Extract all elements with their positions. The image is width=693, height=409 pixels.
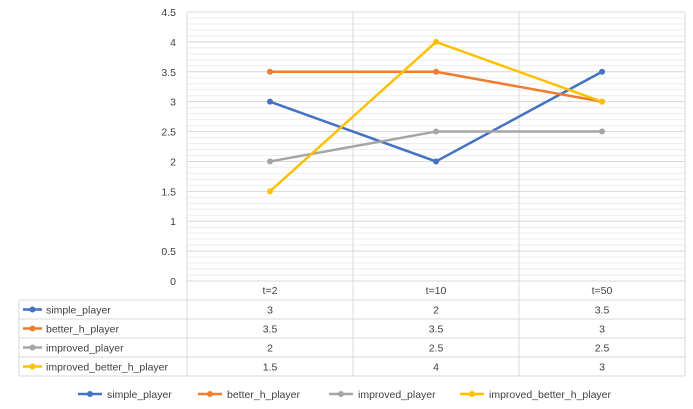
data-point xyxy=(267,188,273,195)
legend-label: improved_better_h_player xyxy=(489,389,611,401)
data-table: t=2 t=10 t=50 simple_player 3 2 3.5 better_h_pl… xyxy=(18,285,685,377)
y-tick-label: 2 xyxy=(170,156,176,168)
legend-label: simple_player xyxy=(107,389,172,401)
y-tick-label: 3 xyxy=(170,97,176,109)
table-cell: 3.5 xyxy=(595,305,610,317)
series-line-improved_better_h_player xyxy=(269,40,603,193)
y-tick-label: 0 xyxy=(170,276,176,288)
y-tick-label: 4 xyxy=(170,37,176,49)
category-label: t=10 xyxy=(426,285,447,297)
category-label: t=50 xyxy=(592,285,613,297)
table-cell: 3.5 xyxy=(263,324,278,336)
data-point xyxy=(599,128,605,135)
table-key-marker xyxy=(29,306,36,313)
y-tick-label: 1.5 xyxy=(161,186,176,198)
table-cell: 2.5 xyxy=(429,343,444,355)
plot-frame xyxy=(186,12,686,376)
table-cell: 2 xyxy=(433,305,439,317)
major-gridlines xyxy=(187,11,685,282)
legend-key-marker xyxy=(338,391,344,397)
y-tick-label: 4.5 xyxy=(161,7,176,19)
y-tick-label: 2.5 xyxy=(161,127,176,139)
data-point xyxy=(599,68,605,75)
table-row-label: simple_player xyxy=(46,305,111,317)
legend-key-marker xyxy=(87,391,93,397)
table-cell: 2 xyxy=(267,343,273,355)
data-point xyxy=(599,98,605,105)
series-line-better_h_player xyxy=(270,70,603,103)
data-point xyxy=(433,38,439,45)
table-cell: 4 xyxy=(433,362,439,374)
y-tick-label: 0.5 xyxy=(161,246,176,258)
table-row-label: improved_player xyxy=(46,343,124,355)
category-label: t=2 xyxy=(263,285,278,297)
table-row-label: better_h_player xyxy=(46,324,119,336)
table-cell: 2.5 xyxy=(595,343,610,355)
table-cell: 3.5 xyxy=(429,324,444,336)
table-key-marker xyxy=(29,344,36,351)
minor-gridlines xyxy=(187,11,685,282)
legend-label: improved_player xyxy=(358,389,436,401)
legend: simple_player better_h_player improved_pla… xyxy=(78,389,611,401)
legend-key-marker xyxy=(207,391,213,397)
data-point xyxy=(267,68,273,75)
data-point xyxy=(433,128,439,135)
y-axis-ticks: 0 0.5 1 1.5 2 2.5 3 3.5 4 4.5 xyxy=(161,7,176,288)
table-cell: 3 xyxy=(599,362,605,374)
series-lines xyxy=(267,38,605,195)
y-tick-label: 1 xyxy=(170,216,176,228)
table-row-label: improved_better_h_player xyxy=(46,362,168,374)
data-point xyxy=(267,98,273,105)
legend-key-marker xyxy=(469,391,475,397)
table-cell: 3 xyxy=(599,324,605,336)
table-key-marker xyxy=(29,325,36,332)
data-point xyxy=(433,158,439,165)
y-tick-label: 3.5 xyxy=(161,67,176,79)
legend-label: better_h_player xyxy=(227,389,300,401)
table-cell: 3 xyxy=(267,305,273,317)
table-cell: 1.5 xyxy=(263,362,278,374)
data-point xyxy=(267,158,273,165)
table-key-marker xyxy=(29,363,36,370)
data-point xyxy=(433,68,439,75)
